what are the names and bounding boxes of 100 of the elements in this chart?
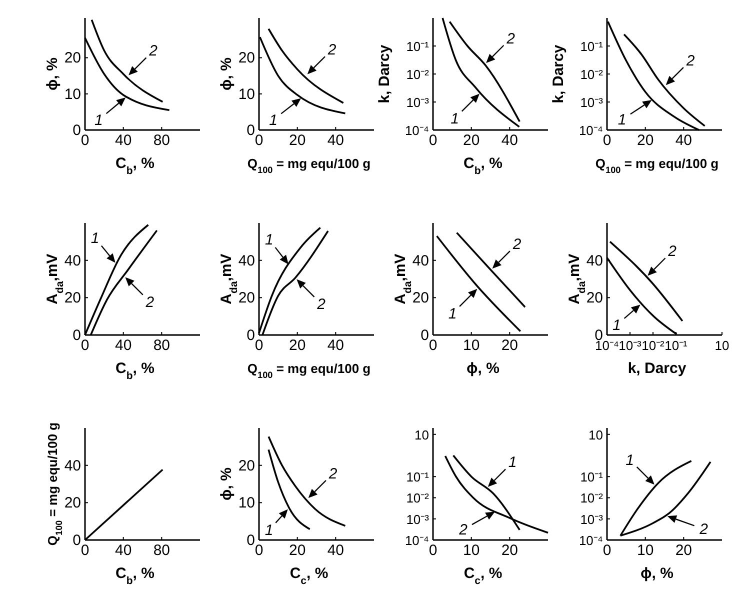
x-tick-label: 40 xyxy=(327,132,344,149)
y-tick-label: 10⁻¹ xyxy=(406,470,430,485)
y-tick-label: 40 xyxy=(64,252,81,270)
series-label: 2 xyxy=(685,52,696,70)
y-tick-label: 20 xyxy=(238,290,255,307)
x-tick-label: 10 xyxy=(462,542,480,559)
legend-label: 1 xyxy=(450,110,459,128)
y-tick-label: 10⁻² xyxy=(580,67,604,82)
x-tick-label: 40 xyxy=(114,542,132,559)
x-axis-title: C$_{b}$, % xyxy=(116,155,154,177)
y-tick-label: 10⁻¹ xyxy=(580,39,604,54)
x-tick-label: 40 xyxy=(675,132,692,149)
x-tick-label: 10 xyxy=(462,337,480,354)
x-tick-label: 10 xyxy=(636,542,654,559)
legend-label: 1 xyxy=(264,522,274,540)
x-tick-label: 20 xyxy=(501,542,518,559)
x-tick-label: 10 xyxy=(714,338,730,353)
y-tick-label: 20 xyxy=(412,290,429,307)
y-tick-label: 10⁻² xyxy=(406,490,430,506)
y-tick-label: 10 xyxy=(64,86,81,103)
y-axis-title: ϕ, % xyxy=(218,468,235,500)
series-label: 2 xyxy=(667,243,678,260)
x-axis-title: C$_{c}$, % xyxy=(290,565,328,587)
y-tick-label: 10⁻¹ xyxy=(406,39,430,54)
y-tick-label: 10⁻¹ xyxy=(580,470,604,485)
series-label: 2 xyxy=(512,236,522,253)
line-series xyxy=(444,455,549,534)
x-tick-label: 10⁻¹ xyxy=(664,338,688,353)
x-axis-title: Q$_{100}$ = mg equ/100 g xyxy=(247,156,371,175)
x-tick-label: 40 xyxy=(501,132,518,149)
x-tick-label: 80 xyxy=(153,542,170,559)
y-axis-title: ϕ, % xyxy=(218,58,235,90)
x-axis-title: Q$_{100}$ = mg equ/100 g xyxy=(595,156,719,175)
y-tick-label: 10 xyxy=(414,427,429,442)
y-axis-title: k, Darcy xyxy=(550,44,567,104)
y-axis-title: k, Darcy xyxy=(376,44,393,104)
series-label: 2 xyxy=(328,465,338,482)
y-tick-label: 10⁻² xyxy=(406,67,430,82)
x-tick-label: 40 xyxy=(114,337,132,354)
y-tick-label: 40 xyxy=(64,457,81,474)
x-tick-label: 20 xyxy=(501,337,518,354)
x-tick-label: 20 xyxy=(288,337,306,354)
x-tick-label: 20 xyxy=(288,542,306,559)
x-axis-title: ϕ, % xyxy=(466,360,500,377)
line-series xyxy=(442,17,520,128)
x-axis-title: C$_{c}$, % xyxy=(464,565,502,587)
y-tick-label: 20 xyxy=(64,50,81,67)
y-tick-label: 10⁻³ xyxy=(406,512,430,527)
series-label: 1 xyxy=(90,230,100,247)
legend-label: 1 xyxy=(448,306,457,323)
series-label: 1 xyxy=(626,452,634,469)
y-tick-label: 20 xyxy=(238,50,255,67)
x-tick-label: 80 xyxy=(153,132,170,149)
legend-label: 1 xyxy=(269,112,278,129)
x-tick-label: 20 xyxy=(288,132,306,149)
series-label: 2 xyxy=(326,41,337,58)
y-tick-label: 10⁻³ xyxy=(580,95,604,110)
x-tick-label: 20 xyxy=(462,132,480,149)
line-series xyxy=(623,33,706,127)
y-tick-label: 40 xyxy=(586,252,603,270)
y-tick-label: 20 xyxy=(64,290,81,307)
line-series xyxy=(448,20,521,122)
y-tick-label: 10⁻² xyxy=(580,490,604,506)
legend-label: 2 xyxy=(698,521,709,538)
y-tick-label: 10⁻³ xyxy=(406,95,430,110)
y-tick-label: 10 xyxy=(588,427,603,442)
series-label: 1 xyxy=(264,232,274,249)
y-tick-label: 40 xyxy=(238,252,255,270)
legend-label: 1 xyxy=(612,316,621,334)
x-tick-label: 40 xyxy=(327,542,344,559)
x-tick-label: 40 xyxy=(327,337,344,354)
y-tick-label: 10 xyxy=(238,494,255,512)
x-axis-title: C$_{b}$, % xyxy=(464,155,502,177)
legend-label: 2 xyxy=(458,521,468,538)
x-tick-label: 20 xyxy=(675,542,692,559)
x-axis-title: ϕ, % xyxy=(640,565,674,582)
x-tick-label: 40 xyxy=(114,132,132,149)
x-axis-title: k, Darcy xyxy=(628,360,687,377)
y-tick-label: 10 xyxy=(238,86,255,103)
series-label: 1 xyxy=(508,454,517,472)
y-tick-label: 20 xyxy=(586,290,603,307)
legend-label: 2 xyxy=(144,294,155,311)
x-tick-label: 10⁻³ xyxy=(618,338,642,353)
y-tick-label: 20 xyxy=(64,494,81,512)
y-tick-label: 10⁻³ xyxy=(580,512,604,527)
line-series xyxy=(268,28,344,104)
legend-label: 1 xyxy=(618,112,626,129)
y-tick-label: 20 xyxy=(238,457,255,474)
x-tick-label: 10⁻² xyxy=(642,338,666,353)
y-axis-title: ϕ, % xyxy=(44,58,61,90)
legend-label: 2 xyxy=(316,296,326,314)
x-axis-title: Q$_{100}$ = mg equ/100 g xyxy=(247,361,371,380)
line-series xyxy=(90,18,164,103)
x-tick-label: 80 xyxy=(153,337,170,354)
x-tick-label: 20 xyxy=(636,132,654,149)
series-label: 2 xyxy=(148,42,158,60)
legend-label: 1 xyxy=(94,112,103,129)
x-axis-title: C$_{b}$, % xyxy=(116,565,154,587)
y-tick-label: 40 xyxy=(412,252,429,270)
x-axis-title: C$_{b}$, % xyxy=(116,360,154,382)
